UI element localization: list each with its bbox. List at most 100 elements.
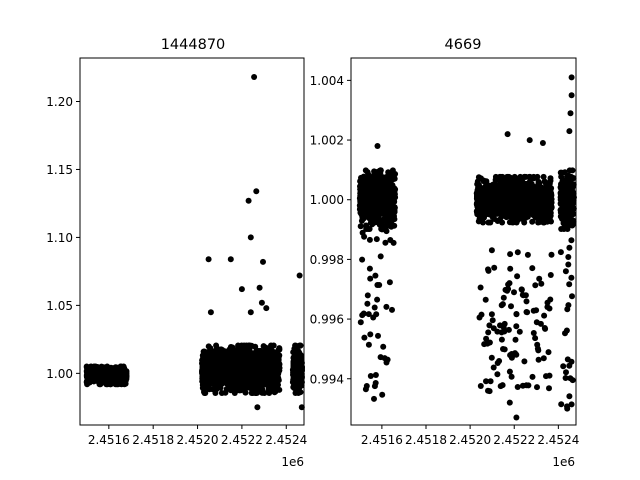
data-point (360, 310, 367, 317)
data-point (520, 292, 527, 299)
data-point (206, 376, 213, 383)
data-point (385, 169, 392, 176)
data-point (377, 177, 384, 184)
data-point (248, 369, 255, 376)
y-tick-label: 1.15 (46, 163, 73, 177)
data-point (236, 384, 243, 391)
data-point (509, 194, 515, 201)
data-point (559, 215, 565, 222)
data-point (246, 342, 253, 349)
data-point (494, 371, 501, 378)
data-point (365, 341, 372, 348)
data-point (115, 373, 122, 380)
data-point (558, 401, 565, 408)
data-point (253, 370, 260, 377)
data-point (494, 195, 500, 202)
data-point (485, 329, 492, 336)
data-point (251, 74, 258, 80)
data-point (372, 272, 379, 279)
data-point (490, 325, 497, 332)
data-point (530, 173, 537, 180)
data-point (205, 343, 212, 350)
data-point (535, 205, 542, 212)
data-point (363, 383, 370, 389)
data-point (252, 343, 259, 350)
data-point (253, 188, 260, 195)
data-point (513, 311, 520, 317)
data-point (547, 272, 554, 278)
data-point (275, 347, 282, 354)
data-point (214, 367, 221, 374)
data-point (378, 192, 385, 199)
data-point (567, 110, 574, 117)
data-point (360, 202, 367, 209)
data-point (247, 309, 254, 316)
data-point (113, 381, 120, 388)
data-point (379, 391, 386, 398)
data-point (557, 249, 564, 256)
data-point (514, 384, 521, 390)
data-point (512, 350, 518, 357)
data-point (530, 330, 537, 336)
data-point (258, 299, 265, 306)
data-point (565, 185, 572, 192)
data-point (90, 366, 97, 373)
data-point (215, 371, 222, 378)
data-point (500, 294, 507, 301)
data-point (545, 349, 552, 356)
data-point (204, 370, 211, 377)
data-point (507, 352, 514, 359)
data-point (475, 174, 482, 181)
data-point (546, 385, 552, 392)
data-point (488, 193, 494, 200)
data-point (570, 218, 577, 225)
data-point (271, 369, 278, 376)
data-point (108, 377, 115, 384)
data-point (557, 169, 564, 176)
data-point (478, 192, 485, 199)
data-point (534, 384, 540, 391)
data-point (377, 207, 384, 213)
data-point (270, 348, 277, 355)
data-point (535, 356, 542, 363)
data-point (487, 378, 494, 385)
data-point (477, 383, 484, 389)
data-point (271, 389, 278, 396)
data-point (497, 322, 503, 329)
data-point (562, 268, 569, 275)
data-point (505, 281, 512, 288)
panel-1-frame (79, 57, 305, 426)
data-point (293, 373, 300, 380)
data-point (389, 192, 396, 199)
data-point (295, 386, 302, 393)
data-point (545, 186, 552, 193)
panel-1-points (83, 74, 305, 411)
data-point (248, 362, 255, 369)
data-point (562, 375, 569, 381)
data-point (260, 258, 266, 265)
data-point (118, 363, 124, 370)
data-point (486, 339, 493, 346)
data-point (371, 304, 378, 311)
data-point (513, 323, 520, 330)
data-point (501, 328, 508, 335)
data-point (273, 383, 279, 390)
data-point (112, 366, 119, 373)
data-point (238, 286, 245, 293)
data-point (201, 354, 208, 361)
y-tick-label: 1.05 (46, 299, 73, 313)
data-point (363, 226, 370, 232)
data-point (546, 305, 553, 312)
x-tick-label: 2.4518 (132, 433, 174, 447)
data-point (376, 282, 383, 288)
data-point (497, 186, 504, 193)
data-point (540, 355, 547, 362)
data-point (541, 219, 547, 226)
data-point (546, 217, 552, 224)
data-point (511, 289, 517, 296)
x-tick-label: 2.4520 (177, 433, 219, 447)
data-point (476, 314, 483, 321)
panel-1-x-ticks: 2.4516 2.4518 2.4520 2.4522 2.4524 (88, 425, 307, 447)
data-point (502, 286, 509, 293)
data-point (560, 363, 567, 370)
